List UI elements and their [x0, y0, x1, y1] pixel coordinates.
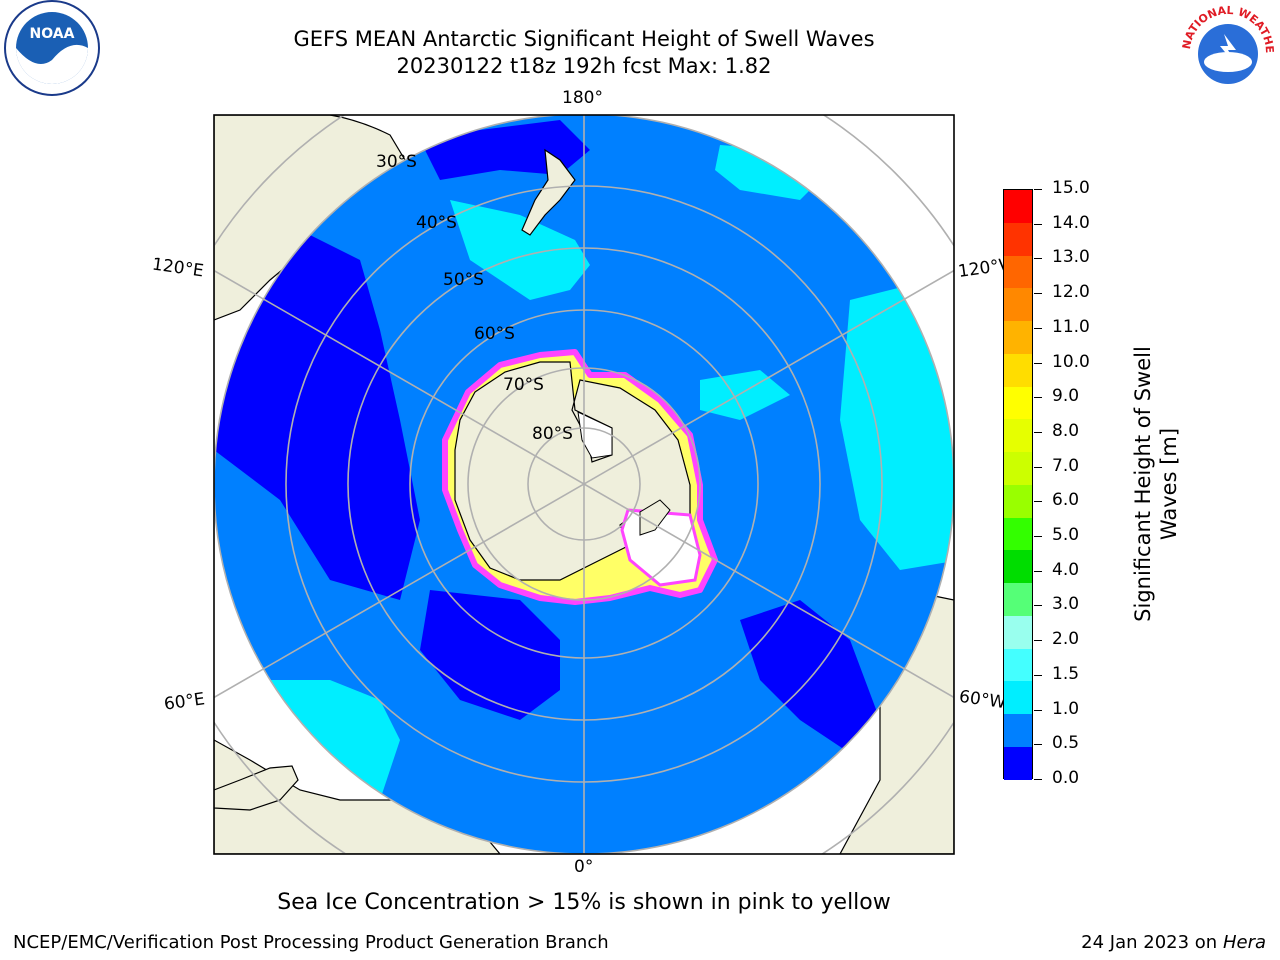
colorbar-tick-label: 9.0 [1052, 386, 1080, 407]
colorbar-segment [1004, 353, 1032, 387]
colorbar-segment [1004, 681, 1032, 715]
colorbar-tick [1034, 189, 1042, 190]
colorbar-segment [1004, 452, 1032, 485]
colorbar-tick [1034, 779, 1042, 780]
colorbar-segment [1004, 288, 1032, 322]
colorbar-segment [1004, 484, 1032, 518]
colorbar-tick-label: 4.0 [1052, 559, 1080, 580]
colorbar-tick-label: 15.0 [1052, 178, 1090, 198]
swell-low-drake [740, 600, 880, 760]
land-new-zealand [521, 148, 576, 236]
colorbar-tick [1034, 709, 1042, 711]
colorbar-tick [1034, 674, 1042, 676]
swell-mid-tasman [450, 200, 590, 300]
colorbar-tick [1034, 293, 1042, 295]
colorbar-tick-label: 3.0 [1052, 594, 1080, 615]
colorbar-tick-label: 2.0 [1052, 629, 1080, 650]
lon-label-bottom: 0° [574, 857, 594, 877]
swell-low-indian [214, 230, 420, 600]
colorbar-title-line2: Waves [m] [1157, 427, 1181, 541]
colorbar-tick-label: 10.0 [1052, 351, 1090, 372]
swell-mid-tongue [700, 370, 790, 420]
lat-label-50s: 50°S [443, 270, 484, 290]
nws-logo-icon: NATIONAL WEATHER SERVICE [1176, 0, 1276, 99]
colorbar-segment [1004, 419, 1032, 453]
chart-title: GEFS MEAN Antarctic Significant Height o… [293, 27, 875, 51]
run-date-text: 24 Jan 2023 on [1081, 932, 1218, 953]
colorbar-segment [1004, 190, 1032, 223]
colorbar-tick [1034, 466, 1042, 468]
colorbar-tick [1034, 570, 1042, 572]
colorbar-tick-label: 1.5 [1052, 663, 1080, 684]
lat-label-80s: 80°S [532, 424, 573, 444]
credit-line: NCEP/EMC/Verification Post Processing Pr… [13, 932, 609, 953]
colorbar-segment [1004, 255, 1032, 289]
colorbar-tick-label: 6.0 [1052, 490, 1080, 511]
colorbar-segment [1004, 583, 1032, 616]
colorbar-tick-label: 5.0 [1052, 525, 1080, 546]
noaa-logo-icon: NOAA [4, 0, 100, 96]
run-date: 24 Jan 2023 on Hera [1081, 932, 1266, 953]
colorbar-segment [1004, 615, 1032, 649]
colorbar-tick [1034, 536, 1042, 538]
colorbar-tick [1034, 431, 1042, 433]
colorbar-tick-label: 7.0 [1052, 455, 1080, 476]
colorbar-tick-label: 13.0 [1052, 247, 1090, 268]
colorbar-tick [1034, 605, 1042, 607]
colorbar-tick [1034, 640, 1042, 642]
lat-label-60s: 60°S [474, 324, 515, 344]
colorbar-tick [1034, 327, 1042, 329]
colorbar-tick-label: 12.0 [1052, 282, 1090, 303]
colorbar-segment [1004, 550, 1032, 584]
chart-subtitle: 20230122 t18z 192h fcst Max: 1.82 [396, 54, 772, 78]
colorbar-title-line1: Significant Height of Swell [1131, 346, 1155, 622]
colorbar-tick [1034, 258, 1042, 260]
colorbar-segment [1004, 517, 1032, 551]
colorbar-tick [1034, 501, 1042, 503]
colorbar-segment [1004, 747, 1032, 780]
colorbar-title: Significant Height of Swell Waves [m] [1130, 274, 1182, 694]
noaa-logo-text: NOAA [30, 26, 75, 42]
lat-label-30s: 30°S [376, 152, 417, 172]
colorbar-tick-label: 0.5 [1052, 733, 1080, 754]
sea-ice-ross [577, 411, 613, 459]
swell-low-south-atlantic [420, 590, 560, 720]
lat-label-70s: 70°S [503, 375, 544, 395]
lon-label-top: 180° [562, 88, 603, 108]
sea-ice-caption: Sea Ice Concentration > 15% is shown in … [277, 890, 891, 915]
colorbar-tick-label: 1.0 [1052, 698, 1080, 719]
lat-label-40s: 40°S [416, 213, 457, 233]
colorbar-segment [1004, 714, 1032, 748]
colorbar-segment [1004, 222, 1032, 256]
colorbar-segment [1004, 648, 1032, 682]
colorbar-tick [1034, 362, 1042, 364]
colorbar-tick [1034, 397, 1042, 399]
map-frame [213, 114, 955, 855]
colorbar-tick [1034, 744, 1042, 746]
colorbar-segment [1004, 321, 1032, 354]
colorbar-tick-label: 0.0 [1052, 768, 1080, 788]
colorbar [1003, 189, 1033, 780]
host-name: Hera [1222, 932, 1266, 953]
colorbar-tick-label: 8.0 [1052, 420, 1080, 441]
colorbar-tick-label: 14.0 [1052, 212, 1090, 233]
colorbar-segment [1004, 386, 1032, 420]
colorbar-tick [1034, 223, 1042, 225]
colorbar-tick-label: 11.0 [1052, 316, 1090, 337]
land-antarctic-peninsula [639, 499, 671, 536]
